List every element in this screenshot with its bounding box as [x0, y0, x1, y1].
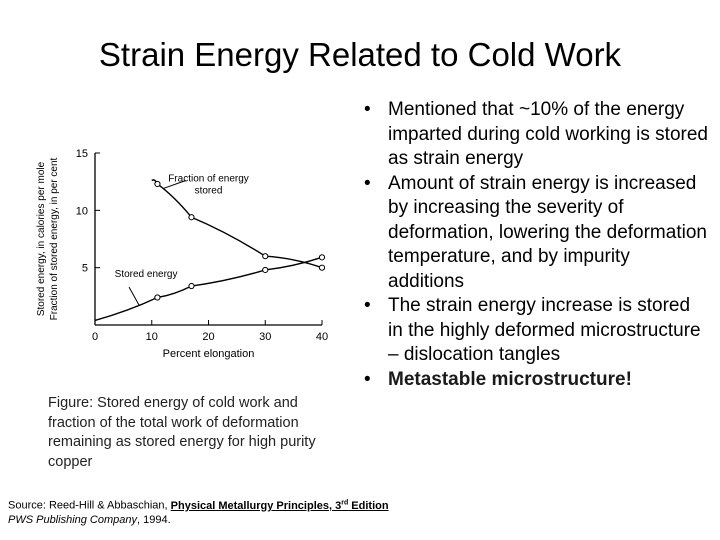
y-tick-label: 10 [76, 205, 88, 217]
source-edition-sup: rd [341, 499, 349, 506]
data-point [188, 214, 195, 221]
x-tick-label: 30 [259, 331, 271, 343]
y-tick-label: 15 [76, 148, 88, 160]
bullet-dot: • [364, 295, 371, 316]
source-publisher: PWS Publishing Company [8, 513, 138, 526]
energy-chart: 0 10 20 30 40 5 10 15 Percent elongation Stored e… [36, 148, 328, 360]
x-tick-label: 20 [202, 331, 214, 343]
bullet-text: Mentioned that ~10% of the energy impart… [388, 99, 708, 169]
y-axis-label: Stored energy, in calories per mole [36, 161, 47, 316]
data-point [318, 254, 326, 261]
series-line-fraction [151, 179, 323, 269]
bullet-list: • Mentioned that ~10% of the energy impar… [358, 98, 708, 392]
annotation-fraction: stored [195, 186, 223, 197]
y-tick-label: 5 [82, 263, 88, 275]
slide-title: Strain Energy Related to Cold Work [98, 36, 622, 73]
bullet-item: • Amount of strain energy is increased by… [358, 172, 708, 295]
source-book-title: Physical Metallurgy Principles, 3 [170, 499, 342, 512]
bullet-text: Metastable microstructure! [388, 368, 632, 390]
chart-plot-area: 0 10 20 30 40 5 10 15 Percent elongation Stored e… [36, 148, 328, 360]
data-point [154, 294, 161, 301]
bullet-dot: • [364, 368, 371, 390]
annotation-stored: Stored energy [115, 269, 178, 280]
data-point [188, 282, 195, 290]
bullet-item: • Metastable microstructure! [358, 368, 708, 393]
annotation-fraction: Fraction of energy [168, 174, 249, 185]
data-point [318, 264, 326, 271]
x-tick-label: 10 [146, 331, 158, 343]
data-point [262, 266, 269, 274]
x-tick-label: 0 [92, 331, 98, 343]
data-point [262, 253, 269, 260]
bullet-dot: • [364, 172, 371, 194]
bullet-dot: • [364, 99, 371, 120]
source-prefix: Source: Reed-Hill & Abbaschian, [8, 499, 171, 512]
annotation-arrow-fraction [162, 180, 186, 190]
bullet-text: The strain energy increase is stored in … [388, 295, 701, 365]
bullet-item: • The strain energy increase is stored in… [358, 294, 708, 368]
x-axis-label: Percent elongation [163, 348, 255, 360]
source-year: , 1994. [137, 513, 171, 526]
source-edition: Edition [348, 499, 389, 512]
x-tick-label: 40 [316, 331, 328, 343]
bullet-item: • Mentioned that ~10% of the energy impar… [358, 98, 708, 172]
series-line-stored [94, 256, 323, 322]
annotation-arrow-stored [128, 286, 140, 306]
source-citation: Source: Reed-Hill & Abbaschian, Physical… [8, 496, 389, 527]
data-point [154, 180, 161, 188]
y-axis-label: Fraction of stored energy, in per cent [49, 157, 60, 320]
figure-caption: Figure: Stored energy of cold work and f… [48, 395, 316, 470]
bullet-text: Amount of strain energy is increased by … [388, 172, 707, 292]
source-book: Physical Metallurgy Principles, 3rd Edit… [170, 499, 389, 512]
